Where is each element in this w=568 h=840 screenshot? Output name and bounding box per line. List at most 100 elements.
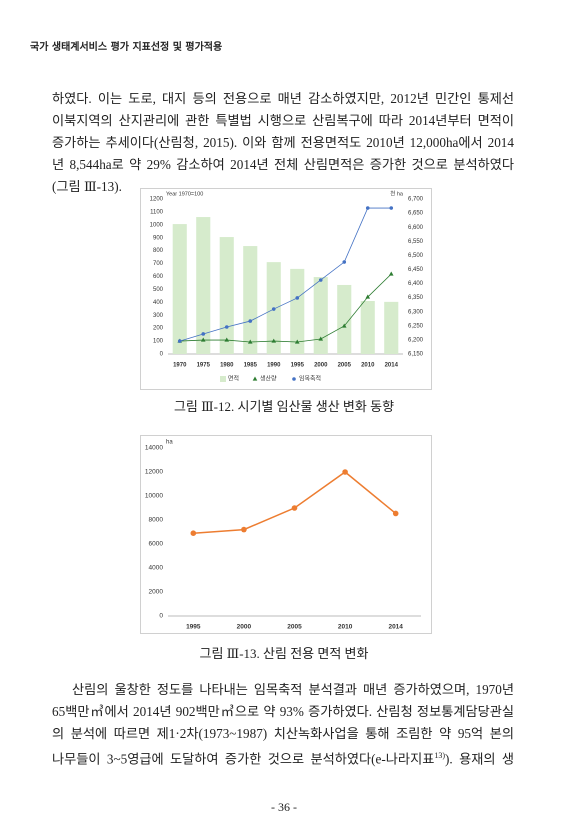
text: ). 용재의 생 (445, 751, 515, 767)
text-line: 의 분석에 따르면 제1·2차(1973~1987) 치산녹화사업을 통해 조림… (52, 726, 514, 741)
x-tick-label: 1995 (291, 363, 305, 369)
page-number: - 36 - (271, 800, 297, 814)
y2-tick-label: 6,300 (408, 309, 424, 315)
bar (172, 224, 187, 354)
marker (295, 296, 300, 300)
legend-label: 생산량 (260, 375, 277, 383)
y-tick-label: 1000 (150, 222, 164, 228)
footnote-ref: 13) (434, 751, 446, 760)
x-tick-label: 2000 (237, 624, 252, 631)
bar (196, 217, 211, 354)
marker (190, 530, 197, 536)
marker (224, 325, 229, 329)
marker (177, 339, 182, 343)
marker (388, 271, 394, 276)
x-tick-label: 1980 (220, 363, 234, 369)
x-tick-label: 2005 (287, 624, 302, 631)
marker (248, 319, 253, 323)
marker (365, 294, 371, 299)
y-tick-label: 900 (153, 235, 164, 241)
marker (342, 469, 348, 475)
x-tick-label: 1985 (244, 363, 258, 369)
marker (200, 337, 206, 342)
marker (252, 376, 258, 381)
y2-tick-label: 6,400 (408, 281, 424, 287)
marker (342, 260, 347, 264)
marker (318, 278, 323, 282)
y-tick-label: 100 (153, 339, 164, 345)
bar (243, 246, 258, 354)
y-tick-label: 700 (153, 261, 164, 267)
marker (365, 206, 370, 210)
text-line: 하였다. 이는 도로, 대지 등의 전용으로 매년 감소하였지만, 2012년 … (52, 91, 514, 106)
x-tick-label: 1990 (267, 363, 281, 369)
y-tick-label: 10000 (145, 493, 163, 500)
y2-tick-label: 6,700 (408, 197, 424, 203)
marker (318, 336, 324, 341)
marker (389, 206, 394, 210)
y-tick-label: 6000 (149, 541, 164, 548)
y-tick-label: 8000 (149, 517, 164, 524)
y-tick-label: 2000 (149, 589, 164, 596)
x-tick-label: 2005 (338, 363, 352, 369)
y2-tick-label: 6,600 (408, 225, 424, 231)
y-tick-label: 800 (153, 248, 164, 254)
line (193, 471, 397, 534)
text-line: 이북지역의 산지관리에 관한 특별법 시행으로 산림복구에 따라 2014년부터… (52, 113, 514, 128)
marker (241, 526, 247, 533)
y-tick-label: 400 (153, 300, 164, 306)
y2-tick-label: 6,650 (408, 211, 424, 217)
marker (271, 338, 277, 343)
legend-label: 면적 (228, 375, 239, 383)
y-tick-label: 14000 (145, 445, 163, 452)
legend-swatch (220, 376, 226, 382)
x-tick-label: 1995 (186, 624, 201, 631)
bar (313, 277, 328, 354)
y2-tick-label: 6,150 (408, 352, 424, 358)
y-tick-label: 1200 (150, 197, 164, 203)
marker (341, 323, 347, 328)
line (179, 273, 392, 343)
y2-tick-label: 6,200 (408, 337, 424, 343)
caption: 그림 Ⅲ-13. 산림 전용 면적 변화 (199, 646, 369, 661)
y-tick-label: 600 (153, 274, 164, 280)
text-line: 나무들이 3~5영급에 도달하여 증가한 것으로 분석하였다(e-나라지표13)… (52, 747, 514, 768)
y2-tick-label: 6,250 (408, 323, 424, 329)
y-tick-label: 0 (160, 352, 164, 358)
y2-tick-label: 6,350 (408, 295, 424, 301)
text-line: (그림 Ⅲ-13). (52, 179, 122, 194)
y-tick-label: 200 (153, 326, 164, 332)
y-tick-label: 500 (153, 287, 164, 293)
text-line: 산림의 울창한 정도를 나타내는 임목축적 분석결과 매년 증가하였으며, 19… (72, 682, 514, 697)
text-line: 증가하는 추세이다(산림청, 2015). 이와 함께 전용면적도 2010년 … (52, 135, 514, 150)
marker (392, 510, 399, 517)
marker (294, 339, 300, 344)
x-tick-label: 1975 (197, 363, 211, 369)
x-tick-label: 2010 (361, 363, 375, 369)
x-tick-label: 2014 (388, 624, 403, 631)
marker (291, 505, 298, 511)
chart: 0 100 200 300 400 500 600 700 800 900 1000 1100 1200… (140, 188, 432, 390)
y-tick-label: 300 (153, 313, 164, 319)
caption: 그림 Ⅲ-12. 시기별 임산물 생산 변화 동향 (173, 399, 395, 414)
marker (271, 307, 276, 311)
annotation: ha (166, 440, 173, 446)
annotation: Year 1970=100 (166, 191, 203, 197)
y2-tick-label: 6,500 (408, 253, 424, 259)
bar (384, 301, 399, 354)
bar (290, 268, 305, 354)
bar (360, 301, 375, 354)
x-tick-label: 2000 (314, 363, 328, 369)
marker (247, 339, 253, 344)
y2-tick-label: 6,550 (408, 239, 424, 245)
marker (201, 332, 206, 336)
line (179, 207, 392, 342)
marker (292, 377, 296, 381)
bar (337, 284, 352, 354)
y-tick-label: 1100 (150, 209, 164, 215)
legend-label: 임목축적 (299, 375, 321, 383)
annotation: 천 ha (390, 189, 404, 197)
x-tick-label: 2010 (338, 624, 353, 631)
